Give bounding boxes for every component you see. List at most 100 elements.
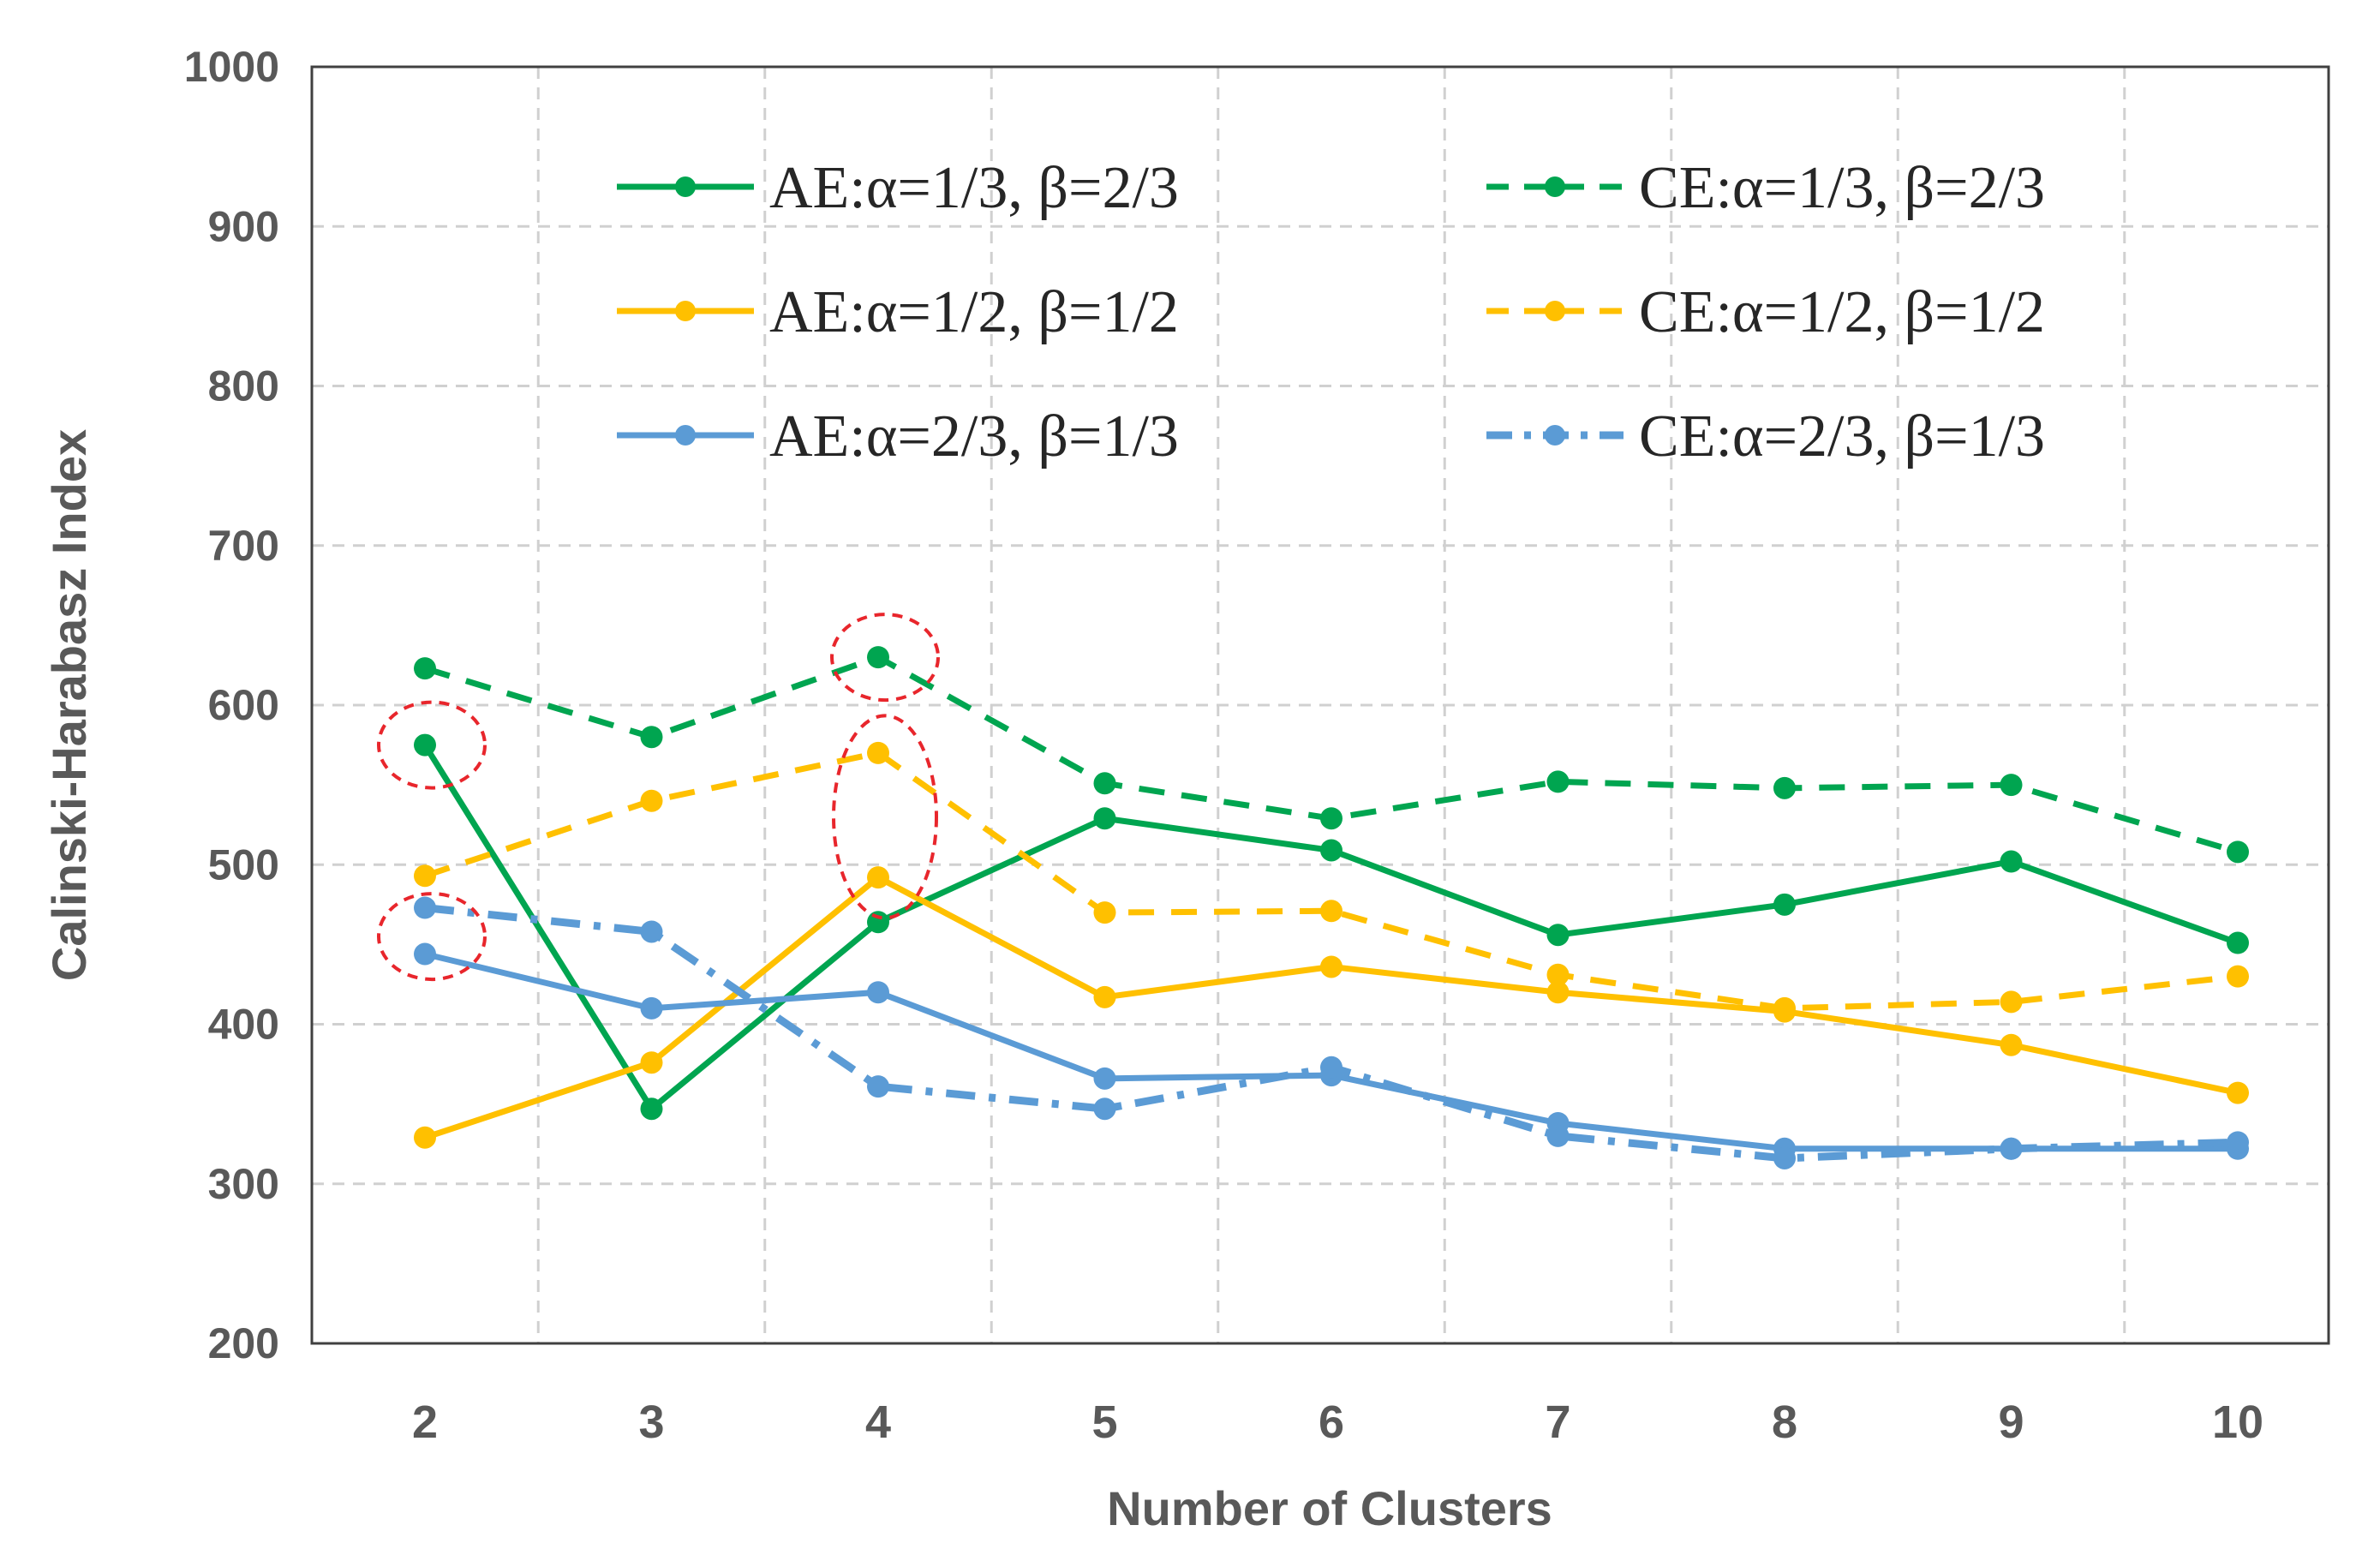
y-tick-label-1000: 1000 xyxy=(184,43,279,91)
series-line-4 xyxy=(424,951,2238,1152)
data-point-0-2 xyxy=(867,911,889,934)
legend-swatch-marker-0 xyxy=(675,176,696,197)
x-tick-label-4: 4 xyxy=(865,1397,891,1448)
data-point-1-5 xyxy=(1546,770,1570,793)
highlight-circle-1 xyxy=(377,892,487,982)
x-tick-label-5: 5 xyxy=(1091,1397,1117,1448)
data-point-1-2 xyxy=(867,646,889,669)
legend-label-5: CE:α=2/3, β=1/3 xyxy=(1639,404,2045,470)
legend-entry-2: AE:α=1/2, β=1/2 xyxy=(617,279,1179,345)
x-tick-label-6: 6 xyxy=(1319,1397,1344,1448)
data-point-2-8 xyxy=(2227,1081,2249,1104)
data-point-3-3 xyxy=(1093,901,1116,924)
x-tick-label-8: 8 xyxy=(1772,1397,1797,1448)
y-tick-label-700: 700 xyxy=(208,522,279,570)
series-lines xyxy=(414,646,2249,1169)
data-point-5-5 xyxy=(1546,1124,1570,1147)
series-1 xyxy=(414,646,2249,864)
data-point-3-1 xyxy=(640,789,663,812)
data-point-2-1 xyxy=(640,1051,663,1074)
data-point-2-5 xyxy=(1546,981,1570,1004)
data-point-4-1 xyxy=(640,996,663,1020)
highlight-circle-3 xyxy=(832,714,938,920)
data-point-5-6 xyxy=(1773,1146,1796,1169)
legend-entry-0: AE:α=1/3, β=2/3 xyxy=(617,155,1179,221)
data-point-0-1 xyxy=(640,1097,663,1121)
x-tick-label-2: 2 xyxy=(412,1397,438,1448)
y-tick-label-800: 800 xyxy=(208,362,279,410)
y-tick-label-900: 900 xyxy=(208,202,279,250)
data-point-2-7 xyxy=(2000,1033,2023,1056)
legend-entry-4: AE:α=2/3, β=1/3 xyxy=(617,404,1179,470)
y-tick-labels: 200 300 400 500 600 700 800 900 1000 xyxy=(184,43,279,1367)
y-tick-label-300: 300 xyxy=(208,1160,279,1208)
plot-frame xyxy=(310,65,2330,1345)
data-point-5-7 xyxy=(2000,1137,2023,1160)
data-point-1-8 xyxy=(2227,840,2249,864)
series-line-0 xyxy=(422,743,2239,1112)
data-point-0-3 xyxy=(1093,807,1116,830)
data-point-1-6 xyxy=(1773,776,1796,799)
data-point-3-6 xyxy=(1773,996,1796,1020)
data-point-2-0 xyxy=(414,1126,436,1149)
highlight-circles xyxy=(377,613,940,982)
y-tick-label-200: 200 xyxy=(208,1319,279,1367)
data-point-2-4 xyxy=(1320,955,1342,978)
legend-swatch-marker-3 xyxy=(1545,301,1565,321)
x-tick-labels: 2 3 4 5 6 7 8 9 10 xyxy=(412,1397,2263,1448)
data-point-5-8 xyxy=(2227,1131,2249,1154)
legend-entry-1: CE:α=1/3, β=2/3 xyxy=(1486,155,2045,221)
legend-swatch-marker-5 xyxy=(1545,425,1565,446)
data-point-0-8 xyxy=(2227,931,2249,954)
legend-label-1: CE:α=1/3, β=2/3 xyxy=(1639,155,2045,221)
data-point-2-2 xyxy=(867,866,889,889)
data-point-5-3 xyxy=(1093,1097,1116,1121)
data-point-1-0 xyxy=(414,657,436,680)
series-line-5 xyxy=(424,904,2239,1163)
data-point-1-4 xyxy=(1320,807,1342,830)
data-point-1-7 xyxy=(2000,774,2023,797)
legend-label-4: AE:α=2/3, β=1/3 xyxy=(769,404,1179,470)
y-tick-label-500: 500 xyxy=(208,840,279,888)
data-point-3-8 xyxy=(2227,965,2249,988)
data-point-5-4 xyxy=(1320,1056,1342,1079)
x-tick-label-10: 10 xyxy=(2212,1397,2263,1448)
data-point-0-5 xyxy=(1546,924,1570,947)
data-point-3-0 xyxy=(414,864,436,888)
data-point-1-1 xyxy=(640,726,663,749)
legend-swatch-marker-4 xyxy=(675,425,696,446)
data-point-3-2 xyxy=(867,741,889,764)
series-line-3 xyxy=(423,750,2239,1012)
legend-entry-3: CE:α=1/2, β=1/2 xyxy=(1486,279,2045,345)
x-tick-label-7: 7 xyxy=(1545,1397,1570,1448)
data-point-3-4 xyxy=(1320,900,1342,923)
x-axis-title: Number of Clusters xyxy=(1107,1481,1552,1535)
data-point-3-7 xyxy=(2000,990,2023,1014)
data-point-5-0 xyxy=(414,896,436,919)
data-point-0-4 xyxy=(1320,839,1342,862)
legend-label-3: CE:α=1/2, β=1/2 xyxy=(1639,279,2045,345)
data-point-0-0 xyxy=(414,733,436,757)
legend-label-0: AE:α=1/3, β=2/3 xyxy=(769,155,1179,221)
legend-label-2: AE:α=1/2, β=1/2 xyxy=(769,279,1179,345)
data-point-2-3 xyxy=(1093,985,1116,1008)
legend-entry-5: CE:α=2/3, β=1/3 xyxy=(1486,404,2045,470)
y-axis-title: Calinski-Harabasz Index xyxy=(42,429,96,981)
data-point-0-7 xyxy=(2000,850,2023,873)
data-point-5-1 xyxy=(640,920,663,943)
x-tick-label-3: 3 xyxy=(638,1397,664,1448)
data-point-5-2 xyxy=(867,1075,889,1098)
y-tick-label-400: 400 xyxy=(208,1001,279,1049)
series-0 xyxy=(414,733,2249,1121)
legend: AE:α=1/3, β=2/3 CE:α=1/3, β=2/3 AE:α=1/2, … xyxy=(617,155,2045,470)
grid xyxy=(312,67,2329,1343)
data-point-3-5 xyxy=(1546,963,1570,986)
x-tick-label-9: 9 xyxy=(1998,1397,2024,1448)
legend-swatch-marker-1 xyxy=(1545,176,1565,197)
y-tick-label-600: 600 xyxy=(208,681,279,729)
data-point-0-6 xyxy=(1773,893,1796,916)
data-point-4-2 xyxy=(867,981,889,1004)
highlight-circle-0 xyxy=(377,700,487,790)
series-3 xyxy=(414,741,2249,1020)
